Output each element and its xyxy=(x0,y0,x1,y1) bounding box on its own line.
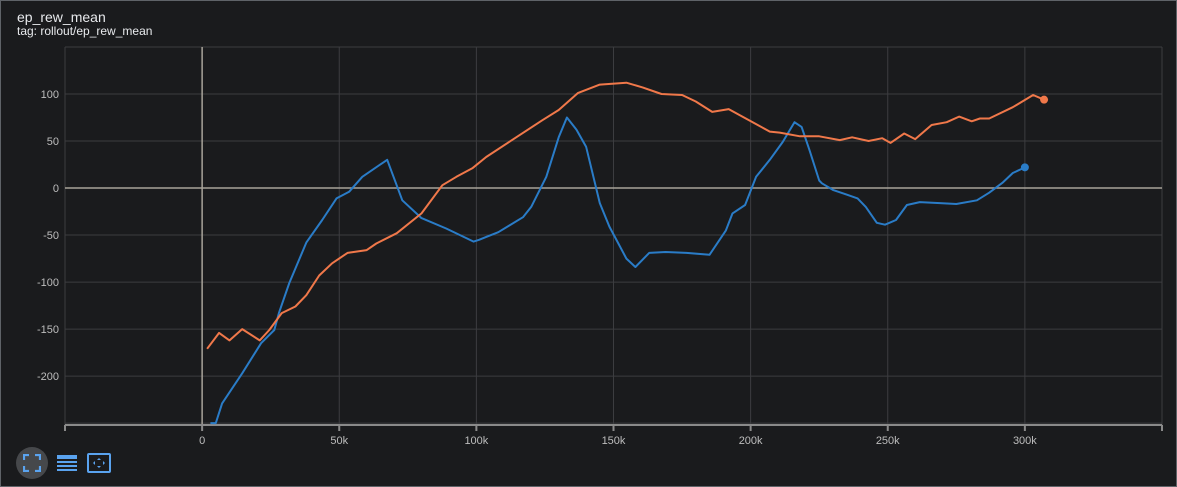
y-tick-label: -150 xyxy=(37,324,59,336)
reset-zoom-button[interactable] xyxy=(86,447,112,479)
y-tick-label: 50 xyxy=(47,136,59,148)
toggle-log-scale-icon xyxy=(57,455,77,471)
fit-to-data-button[interactable] xyxy=(16,447,48,479)
x-tick-label: 250k xyxy=(876,435,900,447)
series-line-1 xyxy=(206,81,1045,350)
card-title: ep_rew_mean xyxy=(17,9,106,25)
fit-to-data-icon xyxy=(23,454,41,472)
y-tick-label: 100 xyxy=(41,89,59,101)
card-tag: tag: rollout/ep_rew_mean xyxy=(17,24,153,38)
x-tick-label: 50k xyxy=(330,435,348,447)
toggle-log-scale-button[interactable] xyxy=(54,447,80,479)
y-tick-label: 0 xyxy=(53,183,59,195)
x-tick-label: 300k xyxy=(1013,435,1037,447)
y-tick-label: -100 xyxy=(37,277,59,289)
x-tick-label: 150k xyxy=(602,435,626,447)
x-tick-label: 0 xyxy=(199,435,205,447)
series-end-marker-0 xyxy=(1020,163,1029,172)
x-tick-label: 200k xyxy=(739,435,763,447)
y-tick-label: -50 xyxy=(43,230,59,242)
x-tick-label: 100k xyxy=(464,435,488,447)
y-tick-label: -200 xyxy=(37,371,59,383)
series-end-marker-1 xyxy=(1040,95,1049,104)
chart-toolbar xyxy=(16,447,112,479)
reset-zoom-icon xyxy=(87,453,111,473)
series-line-0 xyxy=(210,116,1026,425)
